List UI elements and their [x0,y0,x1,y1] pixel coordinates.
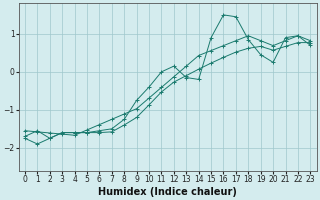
X-axis label: Humidex (Indice chaleur): Humidex (Indice chaleur) [98,187,237,197]
